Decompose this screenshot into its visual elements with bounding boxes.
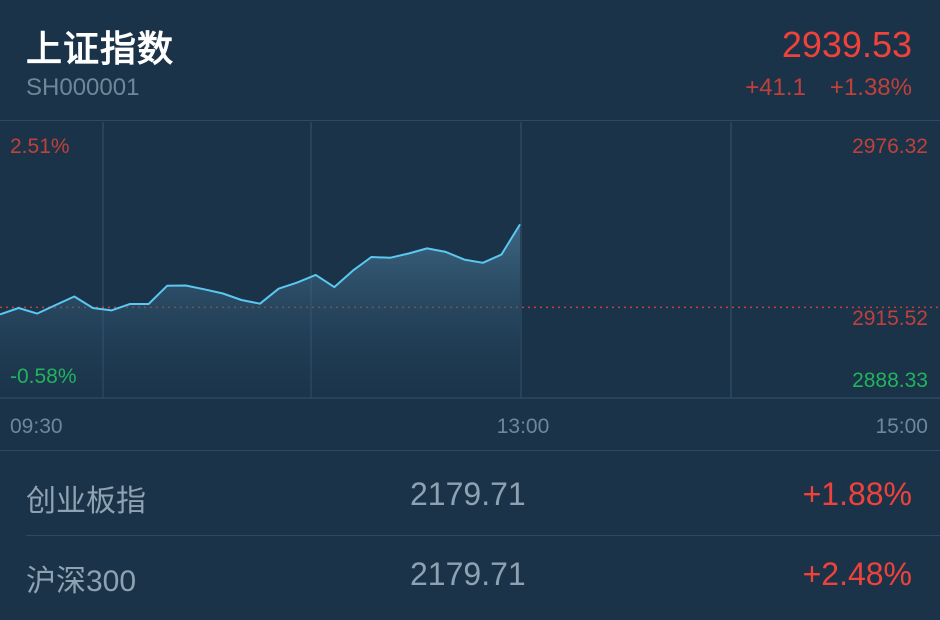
list-item[interactable]: 沪深300 2179.71 +2.48% — [0, 534, 940, 616]
list-item-value: 2179.71 — [410, 556, 526, 592]
change-absolute: +41.1 — [745, 74, 806, 101]
index-header[interactable]: 上证指数 SH000001 2939.53 +41.1 +1.38% — [0, 0, 940, 120]
price-line — [0, 223, 521, 316]
chart-divider — [0, 450, 940, 451]
index-code: SH000001 — [26, 74, 140, 101]
index-changes: +41.1 +1.38% — [745, 74, 912, 102]
list-item-name: 创业板指 — [26, 485, 146, 518]
list-item-value: 2179.71 — [410, 476, 526, 512]
right-top-label: 2976.32 — [852, 135, 928, 158]
change-percent: +1.38% — [829, 74, 912, 101]
x-label-midday: 13:00 — [497, 415, 550, 438]
intraday-chart[interactable]: 2.51% -0.58% 2976.32 2915.52 2888.33 09:… — [0, 0, 940, 450]
header-divider — [0, 120, 940, 121]
list-item-change: +2.48% — [802, 556, 912, 592]
x-label-close: 15:00 — [875, 415, 928, 438]
left-top-label: 2.51% — [10, 135, 70, 158]
list-divider — [26, 535, 940, 536]
right-bottom-label: 2888.33 — [852, 369, 928, 392]
list-item-change: +1.88% — [802, 476, 912, 512]
index-price: 2939.53 — [781, 24, 912, 65]
price-area — [0, 224, 520, 398]
list-item-name: 沪深300 — [26, 565, 137, 598]
index-title: 上证指数 — [26, 28, 175, 69]
left-bottom-label: -0.58% — [10, 365, 77, 388]
x-label-open: 09:30 — [10, 415, 63, 438]
list-item[interactable]: 创业板指 2179.71 +1.88% — [0, 454, 940, 536]
right-mid-label: 2915.52 — [852, 307, 928, 330]
